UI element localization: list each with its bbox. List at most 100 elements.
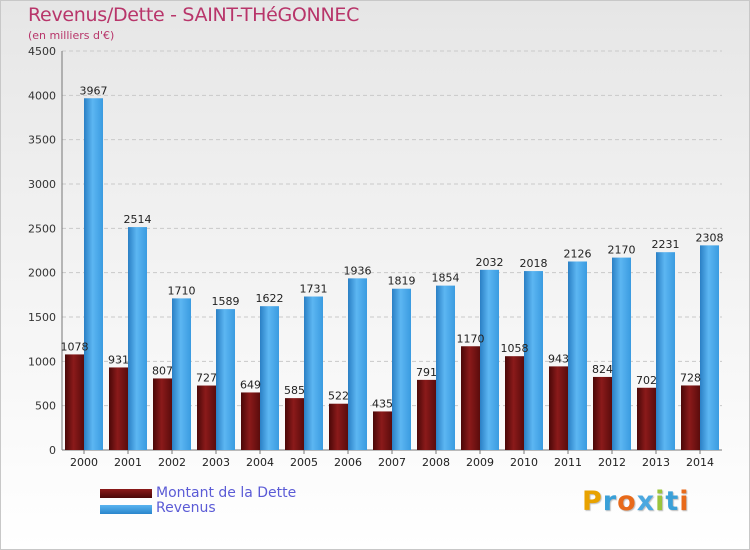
data-label-dette: 1170 (457, 332, 485, 345)
x-tick-label: 2011 (554, 456, 582, 469)
data-label-revenus: 2514 (124, 213, 152, 226)
bar-dette (593, 376, 612, 450)
logo-letter: P (582, 486, 603, 517)
bar-dette (637, 387, 656, 450)
bar-dette (153, 378, 172, 450)
y-tick-label: 500 (35, 400, 56, 413)
bar-dette (549, 366, 568, 450)
legend-label-revenus: Revenus (156, 500, 216, 516)
data-label-revenus: 2018 (520, 257, 548, 270)
bar-revenus (568, 261, 587, 450)
data-label-revenus: 1819 (388, 275, 416, 288)
logo-letter: i (655, 486, 666, 517)
data-label-dette: 702 (636, 374, 657, 387)
legend-swatch-revenus (100, 505, 152, 514)
data-label-dette: 791 (416, 366, 437, 379)
data-label-dette: 931 (108, 353, 129, 366)
data-label-dette: 522 (328, 390, 349, 403)
bar-dette (65, 354, 84, 450)
x-tick-label: 2002 (158, 456, 186, 469)
data-label-revenus: 2231 (652, 238, 680, 251)
data-label-dette: 728 (680, 371, 701, 384)
bar-dette (681, 385, 700, 450)
data-label-dette: 1078 (61, 340, 89, 353)
bar-revenus (392, 288, 411, 450)
logo-letter: x (636, 486, 656, 517)
data-label-revenus: 1936 (344, 264, 372, 277)
y-tick-label: 2000 (28, 267, 56, 280)
x-tick-label: 2013 (642, 456, 670, 469)
bar-revenus (172, 298, 191, 450)
bar-dette (373, 411, 392, 450)
data-label-dette: 585 (284, 384, 305, 397)
data-label-revenus: 1854 (432, 272, 460, 285)
chart-title: Revenus/Dette - SAINT-THéGONNEC (28, 4, 360, 26)
y-tick-label: 1500 (28, 311, 56, 324)
logo-letter: r (602, 486, 618, 517)
y-tick-label: 3500 (28, 134, 56, 147)
bar-dette (417, 379, 436, 450)
x-tick-label: 2006 (334, 456, 362, 469)
logo-letter: o (617, 486, 637, 517)
data-label-revenus: 3967 (80, 84, 108, 97)
bar-revenus (260, 306, 279, 450)
legend-label-dette: Montant de la Dette (156, 485, 297, 501)
y-tick-label: 1000 (28, 355, 56, 368)
bar-revenus (436, 285, 455, 450)
x-tick-label: 2007 (378, 456, 406, 469)
bar-dette (285, 398, 304, 450)
bar-revenus (84, 98, 103, 450)
bar-dette (505, 356, 524, 450)
data-label-dette: 807 (152, 364, 173, 377)
data-label-revenus: 2308 (696, 231, 724, 244)
data-label-dette: 649 (240, 378, 261, 391)
bar-dette (197, 385, 216, 450)
bar-revenus (304, 296, 323, 450)
bar-revenus (216, 309, 235, 450)
bar-dette (461, 346, 480, 450)
proxiti-logo: Proxiti (582, 486, 690, 517)
data-label-revenus: 2126 (564, 247, 592, 260)
chart-subtitle: (en milliers d'€) (28, 29, 115, 42)
y-tick-label: 4500 (28, 45, 56, 58)
bar-dette (329, 403, 348, 450)
bar-revenus (348, 278, 367, 450)
x-tick-label: 2014 (686, 456, 714, 469)
data-label-revenus: 1731 (300, 283, 328, 296)
logo-letter: i (679, 486, 690, 517)
data-label-dette: 435 (372, 397, 393, 410)
bar-revenus (656, 252, 675, 450)
y-tick-label: 0 (49, 444, 56, 457)
bar-dette (241, 392, 260, 450)
data-label-revenus: 1622 (256, 292, 284, 305)
data-label-dette: 727 (196, 372, 217, 385)
y-tick-label: 4000 (28, 89, 56, 102)
bar-revenus (524, 271, 543, 450)
x-tick-label: 2012 (598, 456, 626, 469)
y-tick-label: 2500 (28, 222, 56, 235)
x-tick-label: 2001 (114, 456, 142, 469)
x-tick-label: 2003 (202, 456, 230, 469)
x-tick-label: 2009 (466, 456, 494, 469)
bar-revenus (480, 269, 499, 450)
bar-revenus (700, 245, 719, 450)
data-label-dette: 943 (548, 352, 569, 365)
legend-swatch-dette (100, 489, 152, 498)
bar-revenus (128, 227, 147, 450)
data-label-revenus: 1589 (212, 295, 240, 308)
data-label-revenus: 1710 (168, 284, 196, 297)
x-tick-label: 2008 (422, 456, 450, 469)
bar-revenus (612, 257, 631, 450)
bar-dette (109, 367, 128, 450)
data-label-revenus: 2170 (608, 244, 636, 257)
x-tick-label: 2010 (510, 456, 538, 469)
data-label-dette: 1058 (501, 342, 529, 355)
data-label-revenus: 2032 (476, 256, 504, 269)
x-tick-label: 2004 (246, 456, 274, 469)
data-label-dette: 824 (592, 363, 613, 376)
y-tick-label: 3000 (28, 178, 56, 191)
logo-letter: t (665, 486, 680, 517)
x-tick-label: 2005 (290, 456, 318, 469)
x-tick-label: 2000 (70, 456, 98, 469)
